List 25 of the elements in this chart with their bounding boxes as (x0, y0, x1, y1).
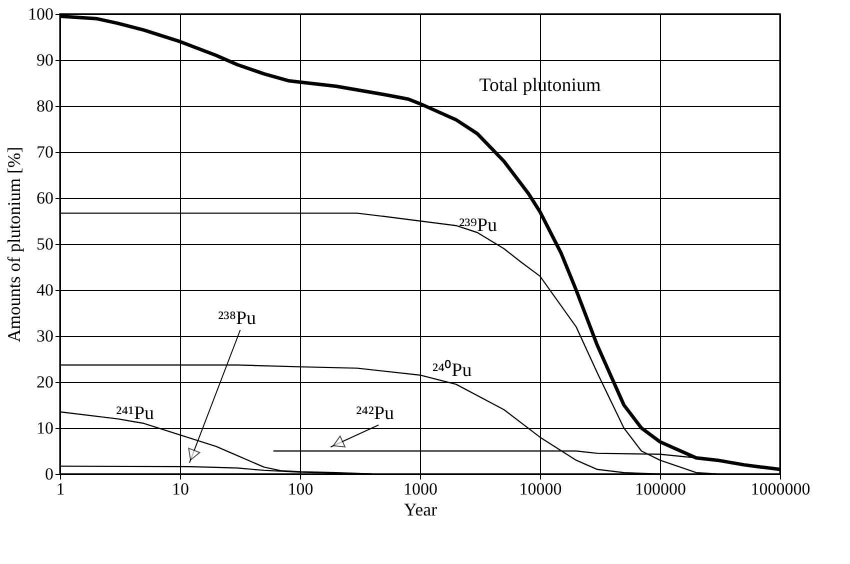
x-tick-label: 10000 (519, 480, 562, 498)
x-tick-label: 1000000 (750, 480, 810, 498)
y-tick-label: 100 (28, 4, 54, 24)
x-tick-label: 100000 (635, 480, 686, 498)
x-tick-label: 100 (288, 480, 314, 498)
y-tick-label: 0 (45, 464, 54, 484)
y-tick-label: 80 (36, 96, 54, 116)
y-tick-label: 70 (36, 142, 54, 162)
x-axis-title: Year (404, 500, 438, 520)
series-label: ²³⁹Pu (458, 215, 498, 236)
series-label: ²⁴¹Pu (116, 403, 155, 424)
y-tick-label: 10 (36, 418, 54, 438)
x-tick-label: 1000 (404, 480, 438, 498)
y-tick-label: 20 (36, 372, 54, 392)
y-tick-label: 50 (36, 234, 54, 254)
y-tick-label: 30 (36, 326, 54, 346)
text: ²³⁸Pu (218, 308, 257, 329)
series-label: ²⁴²Pu (356, 403, 395, 424)
x-tick-label: 1 (56, 480, 65, 498)
x-tick-label: 10 (172, 480, 189, 498)
y-tick-label: 60 (36, 188, 54, 208)
y-tick-label: 40 (36, 280, 54, 300)
series-label: ²⁴⁰Pu (432, 359, 472, 381)
y-tick-label: 90 (36, 50, 54, 70)
y-axis-title: Amounts of plutonium [%] (4, 146, 24, 342)
